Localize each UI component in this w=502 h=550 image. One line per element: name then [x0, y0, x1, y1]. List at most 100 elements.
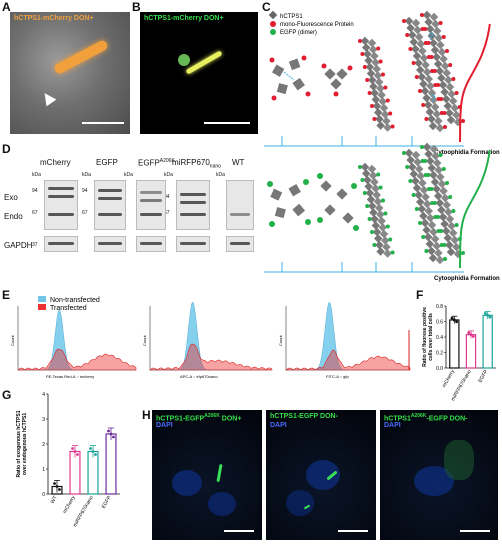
- non-transfected-swatch: [38, 296, 46, 302]
- ylabel-e3: Count: [278, 334, 283, 346]
- kda-label-2: kDa: [82, 172, 91, 178]
- transfected-swatch: [38, 304, 46, 310]
- xlabel-e2: APC-A :: irfp670nano: [180, 374, 218, 379]
- micrograph-a-title: hCTPS1-mCherry DON+: [14, 15, 94, 22]
- panel-label-d: D: [2, 142, 11, 156]
- flow-histograms: Non-transfected Transfected Count Count …: [10, 296, 411, 379]
- panel-label-a: A: [2, 0, 11, 14]
- tetramer-green: [267, 179, 311, 227]
- h3-title-sup: A206K: [410, 413, 427, 419]
- marker-94-2: 94: [82, 188, 88, 194]
- question-mark-1: ?: [428, 32, 434, 43]
- formation-curve-green: [459, 149, 491, 268]
- y-tick-label: 2: [42, 442, 45, 448]
- xlabel-e3: FITC-A :: gfp: [326, 374, 349, 379]
- micrograph-h1: hCTPS1-EGFPA206K DON+ DAPI: [152, 410, 262, 540]
- marker-94-1: 94: [32, 188, 38, 194]
- lane-label-nano: nano: [209, 163, 221, 170]
- histogram-mirfp: [149, 301, 273, 371]
- micrograph-a: hCTPS1-mCherry DON+: [10, 12, 130, 134]
- marker-37-1: 37: [32, 242, 38, 248]
- bar: [449, 319, 460, 369]
- micrograph-h3: hCTPS1A206K-EGFP DON- DAPI: [380, 410, 498, 540]
- y-tick-label: 0.0: [436, 366, 443, 372]
- bar: [69, 450, 81, 495]
- micrograph-h1-title: hCTPS1-EGFPA206K DON+: [156, 413, 241, 422]
- gapdh-mirfp: [176, 236, 210, 252]
- lane-label-egfp: EGFP: [96, 158, 118, 167]
- scale-bar-h3: [460, 530, 490, 532]
- network-green: [317, 173, 359, 231]
- y-tick-label: 4: [42, 392, 45, 398]
- x-tick-label: mCherry: [441, 369, 456, 389]
- marker-84-4: 84: [164, 194, 170, 200]
- kda-label-4: kDa: [164, 172, 173, 178]
- lane-label-egfp-a206k-main: EGFP: [138, 158, 160, 168]
- h1-dapi: DAPI: [156, 422, 173, 429]
- legend-c-0: hCTPS1: [280, 14, 303, 20]
- bundle-green: [402, 142, 465, 265]
- y-tick-label: 3: [42, 417, 45, 423]
- y-tick-label: 0.2: [436, 351, 443, 357]
- legend-e-0: Non-transfected: [50, 297, 100, 304]
- formation-curve-red: [459, 23, 491, 142]
- x-tick-label: mCherry: [62, 495, 77, 515]
- lane-label-mcherry: mCherry: [40, 158, 71, 167]
- h1-title-suffix: DON+: [219, 415, 242, 423]
- lane-label-mirfp-main: miRFP670: [172, 158, 210, 167]
- bar: [465, 334, 477, 369]
- filament-red: [358, 36, 395, 132]
- x-tick-label: EGFP: [101, 494, 113, 509]
- xlabel-e1: PE-Texas Red-A :: mcherry: [46, 374, 94, 379]
- marker-67-1: 67: [32, 210, 38, 216]
- y-axis-label: Ratio of fluorese positivecells over tot…: [422, 307, 434, 367]
- bar: [87, 450, 99, 495]
- kda-label-3: kDa: [124, 172, 133, 178]
- panel-label-g: G: [2, 388, 12, 402]
- panel-label-h: H: [142, 408, 151, 422]
- gapdh-mcherry: [44, 236, 78, 252]
- hctps1-legend-icon: [268, 10, 278, 20]
- tetramer-red: [269, 55, 311, 101]
- marker-67-2: 67: [82, 210, 88, 216]
- legend-c-2: EGFP (dimer): [280, 30, 317, 36]
- h2-dapi: DAPI: [270, 422, 287, 429]
- bar: [105, 433, 117, 495]
- y-tick-label: 0: [42, 492, 45, 498]
- legend-e: Non-transfected Transfected: [38, 296, 100, 312]
- y-tick-label: 0.4: [436, 335, 443, 341]
- gapdh-wt: [226, 236, 254, 252]
- lane-label-egfp-a206k: EGFPA206K: [138, 158, 175, 168]
- row-label-exo: Exo: [4, 193, 18, 202]
- gapdh-egfp-a206k: [136, 236, 166, 252]
- blot-mcherry: [44, 180, 78, 230]
- lane-label-mirfp: miRFP670nano: [172, 158, 221, 170]
- scale-bar-a: [82, 122, 124, 124]
- row-label-endo: Endo: [4, 212, 23, 221]
- micrograph-h2-title: hCTPS1-EGFP DON-: [270, 413, 338, 420]
- scale-bar-b: [204, 122, 250, 124]
- panel-label-b: B: [132, 0, 141, 14]
- mono-fp-legend-icon: [270, 21, 276, 27]
- tetramer-red-2: [321, 63, 353, 97]
- legend-c: hCTPS1 mono-Fluorescence Protein EGFP (d…: [268, 10, 354, 36]
- bundle-red: [402, 10, 465, 133]
- y-tick-label: 0.8: [436, 304, 443, 310]
- y-tick-label: 0.6: [436, 320, 443, 326]
- ylabel-e1: Count: [10, 334, 15, 346]
- histogram-mcherry: [17, 306, 137, 371]
- scale-bar-h2: [338, 530, 368, 532]
- bar: [482, 314, 493, 369]
- h3-title-main: hCTPS1: [384, 415, 411, 423]
- filament-green: [358, 162, 395, 258]
- egfp-legend-icon: [270, 29, 276, 35]
- micrograph-h3-title: hCTPS1A206K-EGFP DON-: [384, 413, 468, 422]
- gapdh-egfp: [94, 236, 126, 252]
- legend-e-1: Transfected: [50, 305, 87, 312]
- kda-label-1: kDa: [32, 172, 41, 178]
- ylabel-e2: Count: [142, 334, 147, 346]
- panel-label-c: C: [262, 0, 271, 14]
- formation-label-top: Cytoophidia Formation: [434, 150, 500, 156]
